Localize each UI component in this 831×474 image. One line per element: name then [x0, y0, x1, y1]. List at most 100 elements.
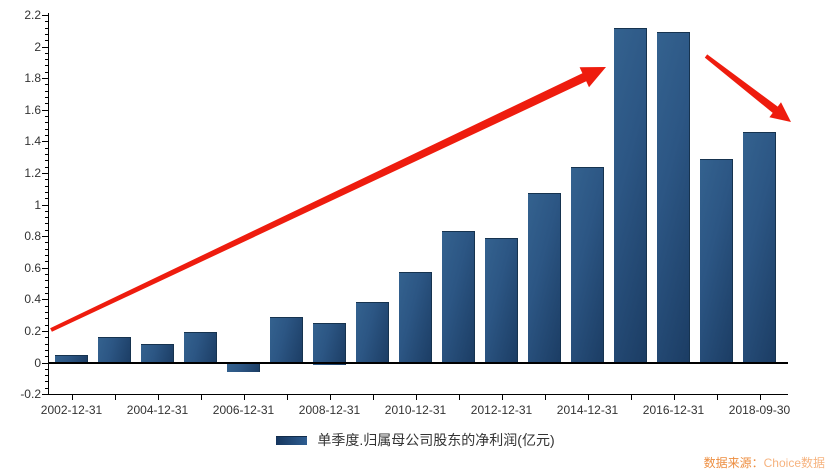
x-tick: [157, 395, 159, 400]
y-major-tick: [42, 172, 48, 174]
y-minor-tick: [45, 337, 48, 339]
bar-2018-09-30: [743, 131, 776, 365]
data-source: 数据来源：Choice数据: [704, 454, 825, 471]
legend-label: 单季度.归属母公司股东的净利润(亿元): [317, 432, 555, 448]
y-major-tick: [42, 299, 48, 301]
bar-2002-12-31: [55, 354, 88, 365]
y-minor-tick: [45, 261, 48, 263]
bar-2009-12-31: [356, 302, 389, 365]
y-minor-tick: [45, 65, 48, 67]
y-minor-tick: [45, 305, 48, 307]
y-axis-label: 0.4: [24, 292, 41, 307]
y-axis-label: 1.4: [24, 134, 41, 149]
x-axis-label: 2018-09-30: [728, 403, 791, 417]
y-major-tick: [42, 204, 48, 206]
legend-swatch: [276, 435, 308, 445]
y-minor-tick: [45, 122, 48, 124]
y-axis-label: 0.8: [24, 229, 41, 244]
x-tick: [114, 395, 116, 400]
x-axis-label: 2004-12-31: [126, 403, 189, 417]
x-axis-label: 2010-12-31: [384, 403, 447, 417]
y-axis-line: [48, 13, 49, 395]
y-minor-tick: [45, 286, 48, 288]
y-minor-tick: [45, 97, 48, 99]
y-axis-label: 1.2: [24, 165, 41, 180]
y-minor-tick: [45, 368, 48, 370]
data-source-brand: Choice数据: [763, 456, 825, 470]
y-minor-tick: [45, 103, 48, 105]
x-tick: [415, 395, 417, 400]
bar-2011-12-31: [442, 231, 475, 365]
x-axis-label: 2008-12-31: [298, 403, 361, 417]
trend-arrow-up: [50, 67, 607, 332]
x-axis-label: 2006-12-31: [212, 403, 275, 417]
y-minor-tick: [45, 248, 48, 250]
y-minor-tick: [45, 40, 48, 42]
x-tick: [673, 395, 675, 400]
y-major-tick: [42, 109, 48, 111]
y-axis-label: 1.8: [24, 71, 41, 86]
bar-2013-12-31: [528, 193, 561, 365]
x-tick: [759, 395, 761, 400]
bar-2003-12-31: [98, 337, 131, 365]
zero-baseline: [48, 361, 788, 364]
y-minor-tick: [45, 280, 48, 282]
legend: 单季度.归属母公司股东的净利润(亿元): [0, 430, 831, 450]
y-minor-tick: [45, 242, 48, 244]
y-axis-label: -0.2: [20, 387, 41, 402]
x-tick: [329, 395, 331, 400]
bar-2008-12-31: [313, 323, 346, 365]
bar-2012-12-31: [485, 237, 518, 365]
x-tick: [71, 395, 73, 400]
y-axis-label: 0.2: [24, 323, 41, 338]
y-axis-label: 2.2: [24, 7, 41, 22]
x-axis-label: 2002-12-31: [40, 403, 103, 417]
y-major-tick: [42, 267, 48, 269]
bar-2015-12-31: [614, 27, 647, 365]
y-axis-label: 1.6: [24, 102, 41, 117]
x-axis-label: 2014-12-31: [556, 403, 619, 417]
x-axis-line: [48, 394, 788, 395]
x-tick: [458, 395, 460, 400]
y-minor-tick: [45, 84, 48, 86]
y-minor-tick: [45, 90, 48, 92]
bar-2016-12-31: [657, 32, 690, 365]
y-minor-tick: [45, 160, 48, 162]
x-axis-label: 2012-12-31: [470, 403, 533, 417]
bar-2006-12-31: [227, 362, 260, 373]
y-minor-tick: [45, 116, 48, 118]
y-minor-tick: [45, 179, 48, 181]
x-tick: [200, 395, 202, 400]
y-major-tick: [42, 362, 48, 364]
y-minor-tick: [45, 381, 48, 383]
y-major-tick: [42, 141, 48, 143]
trend-arrow-down: [704, 54, 791, 122]
y-minor-tick: [45, 217, 48, 219]
y-minor-tick: [45, 52, 48, 54]
y-minor-tick: [45, 147, 48, 149]
y-minor-tick: [45, 223, 48, 225]
y-minor-tick: [45, 311, 48, 313]
y-minor-tick: [45, 210, 48, 212]
x-tick: [544, 395, 546, 400]
x-tick: [243, 395, 245, 400]
y-major-tick: [42, 394, 48, 396]
bar-2010-12-31: [399, 272, 432, 365]
y-minor-tick: [45, 274, 48, 276]
y-minor-tick: [45, 191, 48, 193]
y-minor-tick: [45, 71, 48, 73]
y-axis-label: 2: [34, 39, 41, 54]
y-minor-tick: [45, 59, 48, 61]
y-major-tick: [42, 236, 48, 238]
y-minor-tick: [45, 387, 48, 389]
y-minor-tick: [45, 153, 48, 155]
y-minor-tick: [45, 255, 48, 257]
bar-2017-12-31: [700, 158, 733, 365]
y-minor-tick: [45, 356, 48, 358]
bar-2007-12-31: [270, 316, 303, 365]
y-minor-tick: [45, 185, 48, 187]
y-major-tick: [42, 46, 48, 48]
y-minor-tick: [45, 166, 48, 168]
y-axis-label: 0: [34, 355, 41, 370]
y-minor-tick: [45, 349, 48, 351]
